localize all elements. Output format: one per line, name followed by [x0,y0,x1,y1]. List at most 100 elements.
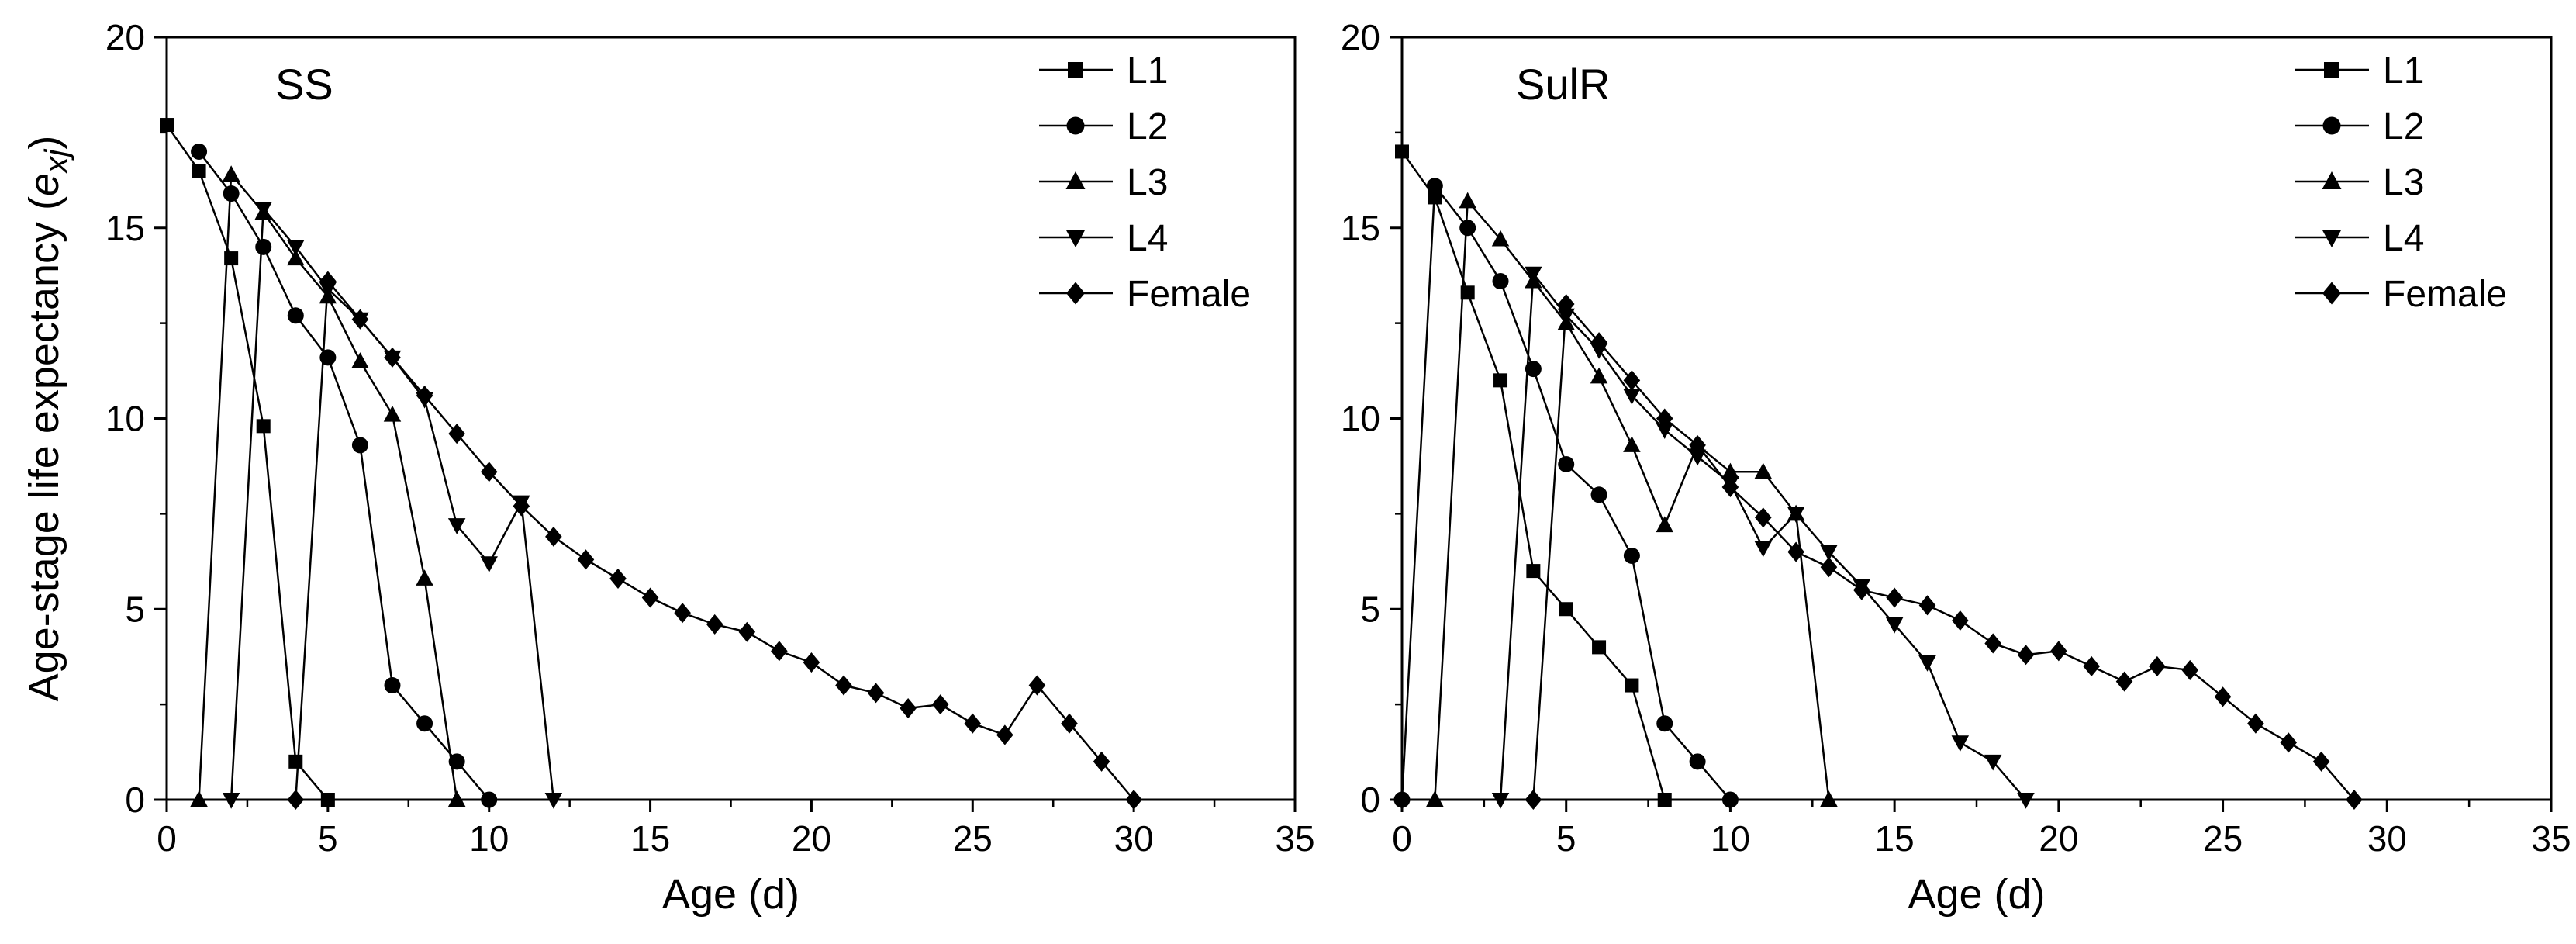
data-point [1721,476,1739,498]
legend-label: L2 [1127,106,1168,147]
data-point [1623,370,1641,391]
data-point [738,621,756,642]
data-point [416,385,433,406]
data-point [384,677,401,694]
x-tick-label: 0 [1392,818,1412,859]
data-point [384,347,401,368]
data-point [1952,610,1969,631]
data-point [1590,486,1607,503]
data-point [222,793,240,809]
plot-frame [1400,36,2553,801]
data-point [447,518,466,534]
data-point [1656,423,1673,439]
data-point [1853,579,1870,600]
data-point [287,307,304,324]
legend-item-l2: L2 [2295,106,2424,147]
x-tick-label: 5 [318,818,338,859]
data-point [255,238,272,255]
data-point [1525,789,1542,811]
data-point [1820,557,1838,578]
legend-label: L1 [2383,50,2424,92]
series-female [1525,294,2363,811]
data-point [1656,408,1673,429]
data-point [1754,462,1773,479]
legend-marker [2322,230,2342,247]
legend-label: L1 [1127,50,1168,92]
data-point [1787,541,1804,562]
data-point [1918,595,1936,616]
legend-item-female: Female [2295,274,2507,315]
chart-panel-1: 0 5 10 15 20 25 30 35 0 5 10 15 20 Age (d) Age-stage l… [21,17,1315,918]
data-point [1625,678,1639,693]
data-point [1093,751,1110,772]
data-point [1493,373,1508,388]
legend-label: L3 [2383,162,2424,203]
series-line [230,206,555,800]
x-tick-label: 35 [1275,818,1314,859]
data-point [964,713,982,734]
y-tick-label: 20 [1341,17,1380,57]
data-point [256,419,271,434]
x-axis-title: Age (d) [1908,871,2045,918]
data-point [1885,617,1904,634]
data-point [2115,671,2133,692]
data-point [1820,790,1838,807]
data-point [931,694,949,715]
data-point [2247,713,2264,734]
data-point [1688,449,1707,466]
data-point [287,240,305,257]
y-tick-label: 0 [1360,780,1380,820]
data-point [320,793,335,807]
legend-marker [1065,171,1086,189]
data-point [1754,507,1772,528]
legend-marker [1066,116,1085,135]
data-point [1460,285,1475,300]
data-point [1125,789,1142,811]
data-point [287,789,305,811]
data-point [900,697,917,719]
data-point [351,437,368,454]
legend-item-female: Female [1039,274,1251,315]
legend-marker [1068,62,1083,78]
data-point [2149,655,2166,677]
data-point [2214,686,2232,707]
series-line [1400,150,1666,800]
x-tick-label: 20 [2039,818,2078,859]
data-point [2017,645,2035,666]
data-point [448,424,465,444]
data-point [674,603,691,624]
data-point [1918,655,1936,672]
data-point [2280,732,2298,753]
data-point [319,271,337,292]
data-point [1592,640,1607,655]
series-l3 [1426,192,1838,807]
x-tick-label: 25 [2203,818,2243,859]
legend-item-l1: L1 [1039,50,1168,92]
panel-title: SS [275,60,333,109]
data-point [1787,507,1805,524]
y-tick-label: 15 [1341,208,1380,248]
legend-label: L4 [1127,218,1168,259]
legend-label: Female [1127,274,1251,315]
data-point [1526,564,1541,579]
y-tick-label: 15 [105,208,145,248]
legend-item-l3: L3 [1039,162,1168,203]
legend-marker [2322,171,2342,189]
data-point [192,164,206,178]
data-point [1557,294,1575,315]
data-point [544,793,563,809]
data-point [287,249,305,266]
data-point [1951,735,1970,752]
legend-marker [1065,230,1086,247]
series-l4 [222,202,563,809]
legend-item-l4: L4 [2295,218,2424,259]
data-point [1491,230,1510,247]
data-point [1491,793,1510,809]
y-tick-label: 5 [1360,589,1380,629]
series-female [287,271,1142,811]
x-tick-label: 20 [792,818,831,859]
x-tick-label: 5 [1556,818,1576,859]
x-tick-label: 25 [953,818,993,859]
data-point [2083,655,2100,677]
